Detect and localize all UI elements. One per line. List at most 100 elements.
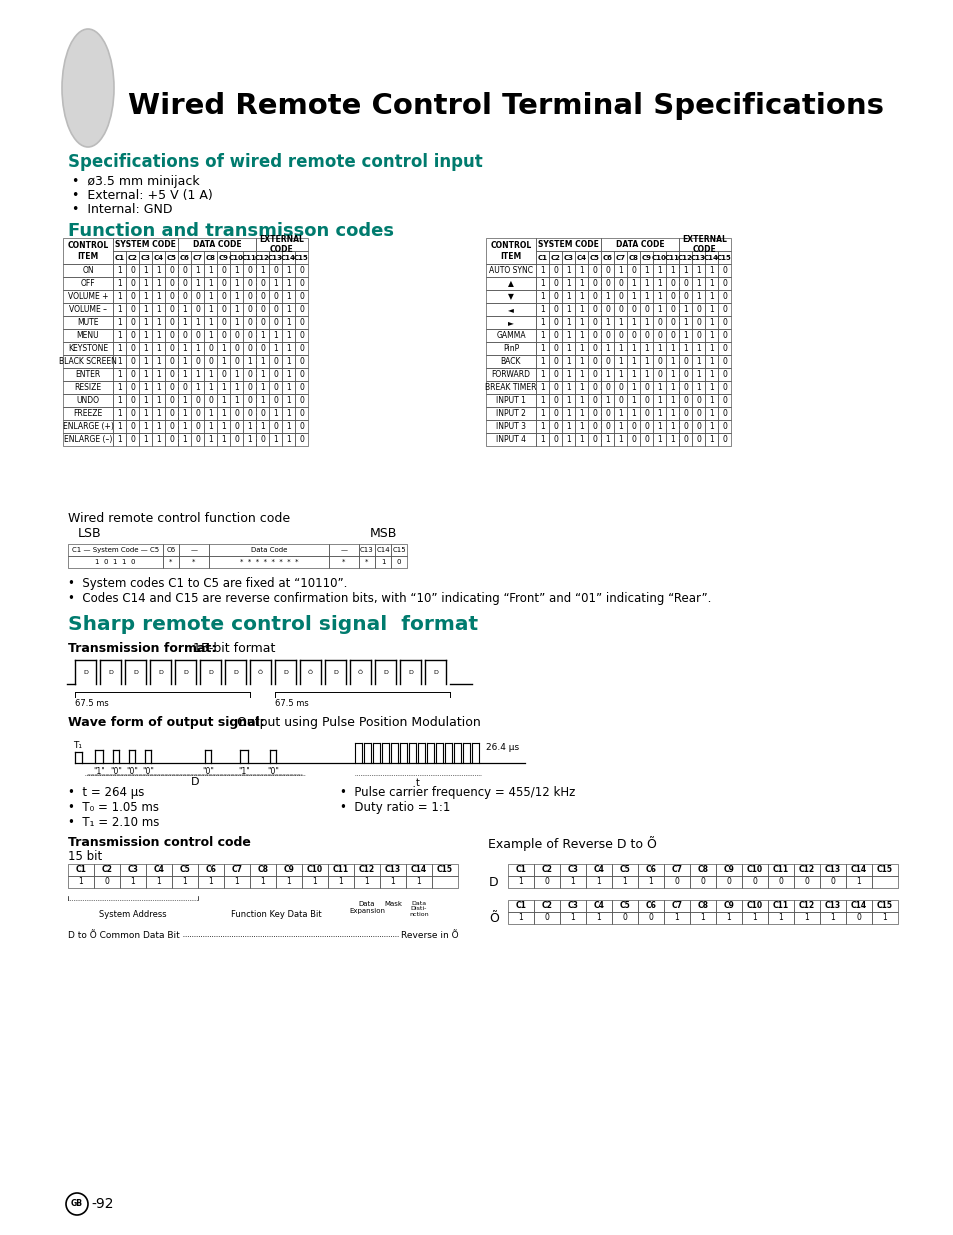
Bar [600, 408, 614, 420]
Bar [587, 368, 600, 382]
Bar [94, 864, 120, 876]
Text: ENTER: ENTER [75, 370, 100, 379]
Bar [716, 864, 741, 876]
Text: CONTROL
ITEM: CONTROL ITEM [490, 241, 531, 261]
Text: 1: 1 [578, 435, 583, 445]
Bar [216, 382, 230, 394]
Text: C14: C14 [850, 902, 866, 910]
Bar [120, 876, 146, 888]
Text: C11: C11 [333, 866, 349, 874]
Bar [561, 251, 575, 264]
Text: Transmission control code: Transmission control code [68, 836, 251, 848]
Text: Function Key Data Bit: Function Key Data Bit [231, 910, 321, 919]
Text: —: — [340, 547, 347, 553]
Bar [612, 900, 638, 911]
Text: 1: 1 [539, 345, 544, 353]
Text: 0: 0 [592, 291, 597, 301]
Bar [679, 290, 691, 303]
Text: 1: 1 [156, 357, 161, 366]
Bar [665, 382, 679, 394]
Text: 1: 1 [156, 279, 161, 288]
Bar [614, 303, 626, 316]
Text: 1: 1 [273, 279, 277, 288]
Bar [209, 543, 329, 556]
Bar [536, 420, 548, 433]
Bar [665, 433, 679, 446]
Bar [614, 354, 626, 368]
Text: 0: 0 [130, 422, 134, 431]
Text: 1: 1 [643, 279, 648, 288]
Text: C9: C9 [722, 902, 734, 910]
Bar [204, 420, 216, 433]
Bar [63, 316, 112, 329]
Bar [243, 394, 255, 408]
Text: 1: 1 [657, 266, 661, 275]
Text: C6: C6 [645, 866, 656, 874]
Text: 1: 1 [286, 279, 291, 288]
Text: 0: 0 [592, 305, 597, 314]
Bar [178, 382, 191, 394]
Bar [294, 394, 308, 408]
Bar [561, 316, 575, 329]
Bar [587, 394, 600, 408]
Bar [718, 251, 730, 264]
Text: 0: 0 [130, 357, 134, 366]
Text: 0: 0 [553, 305, 558, 314]
Text: 0: 0 [592, 331, 597, 340]
Text: 0: 0 [298, 266, 304, 275]
Text: 1: 1 [143, 305, 148, 314]
Text: 1: 1 [631, 357, 636, 366]
Bar [255, 420, 269, 433]
Bar [139, 342, 152, 354]
Text: C13: C13 [824, 902, 841, 910]
Bar [216, 408, 230, 420]
Text: INPUT 2: INPUT 2 [496, 409, 525, 417]
Bar [485, 433, 536, 446]
Bar [243, 329, 255, 342]
Bar [614, 394, 626, 408]
Text: 0: 0 [247, 291, 252, 301]
Text: 0: 0 [622, 914, 627, 923]
Text: 1: 1 [286, 435, 291, 445]
Bar [63, 382, 112, 394]
Bar [269, 433, 282, 446]
Bar [485, 316, 536, 329]
Text: 0: 0 [618, 396, 622, 405]
Text: 0: 0 [298, 279, 304, 288]
Bar [639, 433, 652, 446]
Text: 0: 0 [721, 396, 726, 405]
Text: 1: 1 [669, 370, 674, 379]
Bar [575, 264, 587, 277]
Text: AUTO SYNC: AUTO SYNC [489, 266, 533, 275]
Bar [243, 251, 255, 264]
Bar [216, 433, 230, 446]
Bar [614, 277, 626, 290]
Text: 1: 1 [604, 317, 609, 327]
Text: OFF: OFF [81, 279, 95, 288]
Text: 1: 1 [286, 878, 291, 887]
Text: 1: 1 [669, 396, 674, 405]
Text: 0: 0 [657, 317, 661, 327]
Text: 1: 1 [195, 370, 200, 379]
Bar [639, 251, 652, 264]
Text: C1 — System Code — C5: C1 — System Code — C5 [71, 547, 159, 553]
Bar [165, 329, 178, 342]
Bar [282, 277, 294, 290]
Bar [172, 876, 198, 888]
Text: 0: 0 [260, 409, 265, 417]
Bar [587, 408, 600, 420]
Bar [269, 316, 282, 329]
Text: 0: 0 [752, 878, 757, 887]
Bar [575, 277, 587, 290]
Text: 0: 0 [604, 357, 609, 366]
Bar [561, 394, 575, 408]
Text: 0: 0 [221, 266, 226, 275]
Bar [691, 354, 704, 368]
Text: FREEZE: FREEZE [73, 409, 103, 417]
Text: D: D [191, 777, 199, 787]
Bar [485, 264, 536, 277]
Text: 0: 0 [682, 370, 687, 379]
Text: 1: 1 [539, 317, 544, 327]
Text: 1: 1 [117, 357, 122, 366]
Text: 0: 0 [298, 409, 304, 417]
